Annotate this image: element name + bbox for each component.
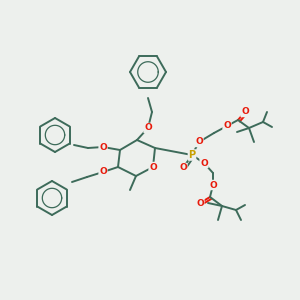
Text: O: O bbox=[223, 122, 231, 130]
Text: O: O bbox=[195, 137, 203, 146]
Text: P: P bbox=[188, 150, 196, 160]
Text: O: O bbox=[200, 158, 208, 167]
Text: O: O bbox=[179, 164, 187, 172]
Text: O: O bbox=[196, 199, 204, 208]
Text: O: O bbox=[149, 163, 157, 172]
Text: O: O bbox=[241, 107, 249, 116]
Text: O: O bbox=[99, 167, 107, 176]
Text: O: O bbox=[209, 181, 217, 190]
Text: O: O bbox=[144, 124, 152, 133]
Text: O: O bbox=[99, 142, 107, 152]
